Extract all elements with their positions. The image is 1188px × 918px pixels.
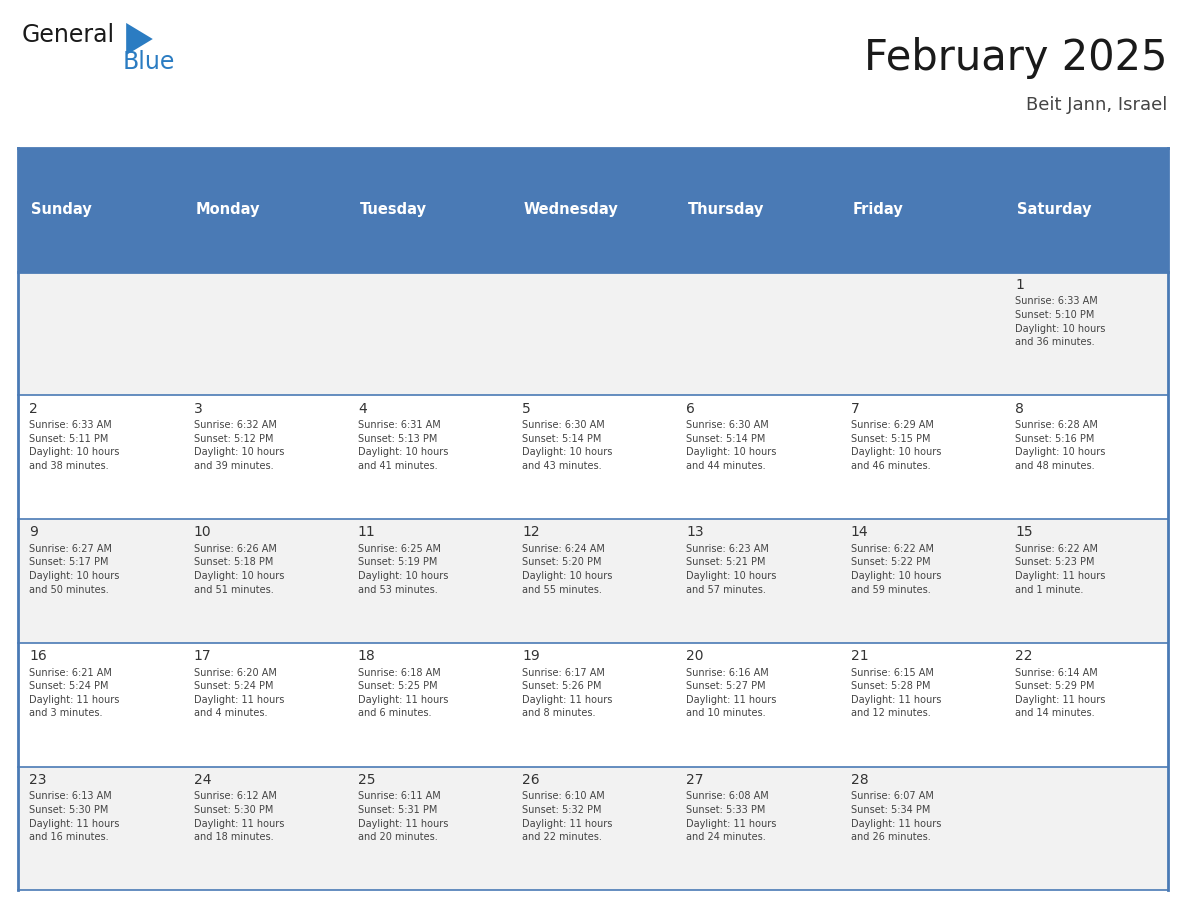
Text: 20: 20	[687, 649, 704, 663]
Text: 12: 12	[523, 525, 539, 539]
Text: Saturday: Saturday	[1017, 202, 1091, 218]
Text: 18: 18	[358, 649, 375, 663]
Text: Wednesday: Wednesday	[524, 202, 619, 218]
Bar	[18, 520, 1168, 643]
Text: Sunrise: 6:29 AM
Sunset: 5:15 PM
Daylight: 10 hours
and 46 minutes.: Sunrise: 6:29 AM Sunset: 5:15 PM Dayligh…	[851, 420, 941, 471]
Text: 10: 10	[194, 525, 211, 539]
Text: 3: 3	[194, 401, 202, 416]
Text: Sunrise: 6:21 AM
Sunset: 5:24 PM
Daylight: 11 hours
and 3 minutes.: Sunrise: 6:21 AM Sunset: 5:24 PM Dayligh…	[30, 667, 120, 719]
Text: 15: 15	[1015, 525, 1032, 539]
Bar	[18, 767, 1168, 890]
Text: General: General	[21, 23, 115, 47]
Text: 14: 14	[851, 525, 868, 539]
Text: 2: 2	[30, 401, 38, 416]
Text: 21: 21	[851, 649, 868, 663]
Text: Sunrise: 6:13 AM
Sunset: 5:30 PM
Daylight: 11 hours
and 16 minutes.: Sunrise: 6:13 AM Sunset: 5:30 PM Dayligh…	[30, 791, 120, 842]
Text: 13: 13	[687, 525, 704, 539]
Text: Sunrise: 6:25 AM
Sunset: 5:19 PM
Daylight: 10 hours
and 53 minutes.: Sunrise: 6:25 AM Sunset: 5:19 PM Dayligh…	[358, 543, 448, 595]
Text: Sunrise: 6:12 AM
Sunset: 5:30 PM
Daylight: 11 hours
and 18 minutes.: Sunrise: 6:12 AM Sunset: 5:30 PM Dayligh…	[194, 791, 284, 842]
Text: Sunrise: 6:24 AM
Sunset: 5:20 PM
Daylight: 10 hours
and 55 minutes.: Sunrise: 6:24 AM Sunset: 5:20 PM Dayligh…	[523, 543, 613, 595]
Bar	[18, 643, 1168, 767]
Text: 8: 8	[1015, 401, 1024, 416]
Text: Sunrise: 6:23 AM
Sunset: 5:21 PM
Daylight: 10 hours
and 57 minutes.: Sunrise: 6:23 AM Sunset: 5:21 PM Dayligh…	[687, 543, 777, 595]
Text: Sunrise: 6:14 AM
Sunset: 5:29 PM
Daylight: 11 hours
and 14 minutes.: Sunrise: 6:14 AM Sunset: 5:29 PM Dayligh…	[1015, 667, 1105, 719]
Text: Sunrise: 6:30 AM
Sunset: 5:14 PM
Daylight: 10 hours
and 43 minutes.: Sunrise: 6:30 AM Sunset: 5:14 PM Dayligh…	[523, 420, 613, 471]
Text: Sunrise: 6:33 AM
Sunset: 5:10 PM
Daylight: 10 hours
and 36 minutes.: Sunrise: 6:33 AM Sunset: 5:10 PM Dayligh…	[1015, 297, 1105, 347]
Text: 28: 28	[851, 773, 868, 787]
Text: 23: 23	[30, 773, 46, 787]
Text: Monday: Monday	[195, 202, 260, 218]
Text: Sunrise: 6:10 AM
Sunset: 5:32 PM
Daylight: 11 hours
and 22 minutes.: Sunrise: 6:10 AM Sunset: 5:32 PM Dayligh…	[523, 791, 613, 842]
Text: 4: 4	[358, 401, 367, 416]
Text: Sunrise: 6:18 AM
Sunset: 5:25 PM
Daylight: 11 hours
and 6 minutes.: Sunrise: 6:18 AM Sunset: 5:25 PM Dayligh…	[358, 667, 448, 719]
Text: 26: 26	[523, 773, 539, 787]
Text: Sunrise: 6:32 AM
Sunset: 5:12 PM
Daylight: 10 hours
and 39 minutes.: Sunrise: 6:32 AM Sunset: 5:12 PM Dayligh…	[194, 420, 284, 471]
Text: Sunrise: 6:26 AM
Sunset: 5:18 PM
Daylight: 10 hours
and 51 minutes.: Sunrise: 6:26 AM Sunset: 5:18 PM Dayligh…	[194, 543, 284, 595]
Text: Sunrise: 6:28 AM
Sunset: 5:16 PM
Daylight: 10 hours
and 48 minutes.: Sunrise: 6:28 AM Sunset: 5:16 PM Dayligh…	[1015, 420, 1105, 471]
Text: Sunrise: 6:33 AM
Sunset: 5:11 PM
Daylight: 10 hours
and 38 minutes.: Sunrise: 6:33 AM Sunset: 5:11 PM Dayligh…	[30, 420, 120, 471]
Text: Sunrise: 6:22 AM
Sunset: 5:22 PM
Daylight: 10 hours
and 59 minutes.: Sunrise: 6:22 AM Sunset: 5:22 PM Dayligh…	[851, 543, 941, 595]
Text: Sunrise: 6:11 AM
Sunset: 5:31 PM
Daylight: 11 hours
and 20 minutes.: Sunrise: 6:11 AM Sunset: 5:31 PM Dayligh…	[358, 791, 448, 842]
Text: 1: 1	[1015, 278, 1024, 292]
Text: 27: 27	[687, 773, 704, 787]
Text: 24: 24	[194, 773, 211, 787]
Text: Blue: Blue	[122, 50, 175, 74]
Text: February 2025: February 2025	[865, 37, 1168, 79]
Text: 5: 5	[523, 401, 531, 416]
Text: Friday: Friday	[852, 202, 903, 218]
Text: Sunrise: 6:30 AM
Sunset: 5:14 PM
Daylight: 10 hours
and 44 minutes.: Sunrise: 6:30 AM Sunset: 5:14 PM Dayligh…	[687, 420, 777, 471]
Text: 25: 25	[358, 773, 375, 787]
Text: Sunrise: 6:27 AM
Sunset: 5:17 PM
Daylight: 10 hours
and 50 minutes.: Sunrise: 6:27 AM Sunset: 5:17 PM Dayligh…	[30, 543, 120, 595]
Text: 6: 6	[687, 401, 695, 416]
Text: Thursday: Thursday	[688, 202, 764, 218]
Text: Sunrise: 6:15 AM
Sunset: 5:28 PM
Daylight: 11 hours
and 12 minutes.: Sunrise: 6:15 AM Sunset: 5:28 PM Dayligh…	[851, 667, 941, 719]
Text: 7: 7	[851, 401, 859, 416]
Text: 16: 16	[30, 649, 48, 663]
Text: Beit Jann, Israel: Beit Jann, Israel	[1026, 96, 1168, 115]
Bar	[18, 272, 1168, 396]
Text: Sunday: Sunday	[31, 202, 91, 218]
Text: Sunrise: 6:17 AM
Sunset: 5:26 PM
Daylight: 11 hours
and 8 minutes.: Sunrise: 6:17 AM Sunset: 5:26 PM Dayligh…	[523, 667, 613, 719]
Text: Sunrise: 6:31 AM
Sunset: 5:13 PM
Daylight: 10 hours
and 41 minutes.: Sunrise: 6:31 AM Sunset: 5:13 PM Dayligh…	[358, 420, 448, 471]
Text: 19: 19	[523, 649, 539, 663]
Text: Tuesday: Tuesday	[360, 202, 426, 218]
Text: Sunrise: 6:07 AM
Sunset: 5:34 PM
Daylight: 11 hours
and 26 minutes.: Sunrise: 6:07 AM Sunset: 5:34 PM Dayligh…	[851, 791, 941, 842]
Text: 11: 11	[358, 525, 375, 539]
Bar	[18, 396, 1168, 519]
Text: Sunrise: 6:16 AM
Sunset: 5:27 PM
Daylight: 11 hours
and 10 minutes.: Sunrise: 6:16 AM Sunset: 5:27 PM Dayligh…	[687, 667, 777, 719]
Text: Sunrise: 6:22 AM
Sunset: 5:23 PM
Daylight: 11 hours
and 1 minute.: Sunrise: 6:22 AM Sunset: 5:23 PM Dayligh…	[1015, 543, 1105, 595]
Text: 22: 22	[1015, 649, 1032, 663]
Text: 9: 9	[30, 525, 38, 539]
Text: Sunrise: 6:20 AM
Sunset: 5:24 PM
Daylight: 11 hours
and 4 minutes.: Sunrise: 6:20 AM Sunset: 5:24 PM Dayligh…	[194, 667, 284, 719]
Polygon shape	[126, 23, 153, 55]
Text: 17: 17	[194, 649, 211, 663]
Bar	[18, 148, 1168, 272]
Text: Sunrise: 6:08 AM
Sunset: 5:33 PM
Daylight: 11 hours
and 24 minutes.: Sunrise: 6:08 AM Sunset: 5:33 PM Dayligh…	[687, 791, 777, 842]
